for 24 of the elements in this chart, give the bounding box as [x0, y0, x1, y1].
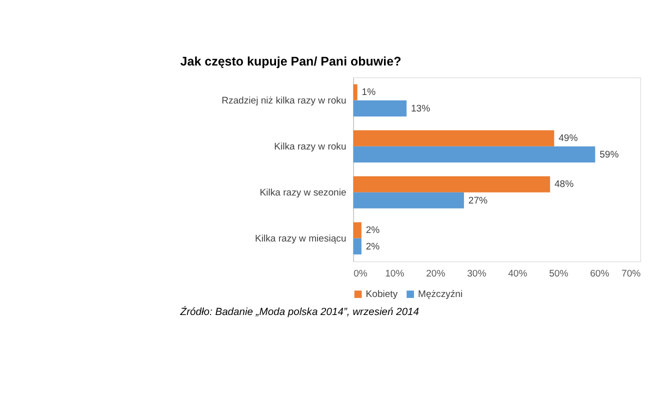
- x-tick-label: 10%: [385, 268, 405, 280]
- data-label: 48%: [554, 179, 574, 190]
- y-tick-label: Kilka razy w sezonie: [260, 187, 346, 198]
- text: Źródło: Badanie „Moda polska 2014”, wrzesień 2014: [179, 306, 420, 318]
- x-tick-label: 70%: [622, 268, 642, 280]
- data-label: 1%: [362, 87, 376, 98]
- x-tick-label: 0%: [354, 268, 368, 280]
- data-label: 27%: [468, 195, 488, 206]
- x-tick-label: 30%: [467, 268, 487, 280]
- x-tick-label: 60%: [590, 268, 610, 280]
- data-label: 13%: [410, 103, 431, 114]
- x-tick-label: 50%: [549, 268, 569, 280]
- data-label: 2%: [366, 225, 380, 236]
- x-tick-label: 20%: [426, 268, 446, 280]
- y-tick-label: Rzadziej niż kilka razy w roku: [222, 95, 346, 106]
- y-tick-label: Kilka razy w roku: [274, 141, 346, 152]
- data-label: 49%: [558, 133, 578, 144]
- data-label: 2%: [366, 241, 380, 252]
- data-label: 59%: [600, 149, 620, 160]
- x-tick-label: 40%: [508, 268, 528, 280]
- legend-label: Kobiety: [366, 289, 398, 300]
- y-tick-label: Kilka razy w miesiącu: [255, 233, 346, 244]
- chart-title: Jak często kupuje Pan/ Pani obuwie?: [180, 54, 402, 69]
- legend-label: Mężczyźni: [418, 289, 463, 300]
